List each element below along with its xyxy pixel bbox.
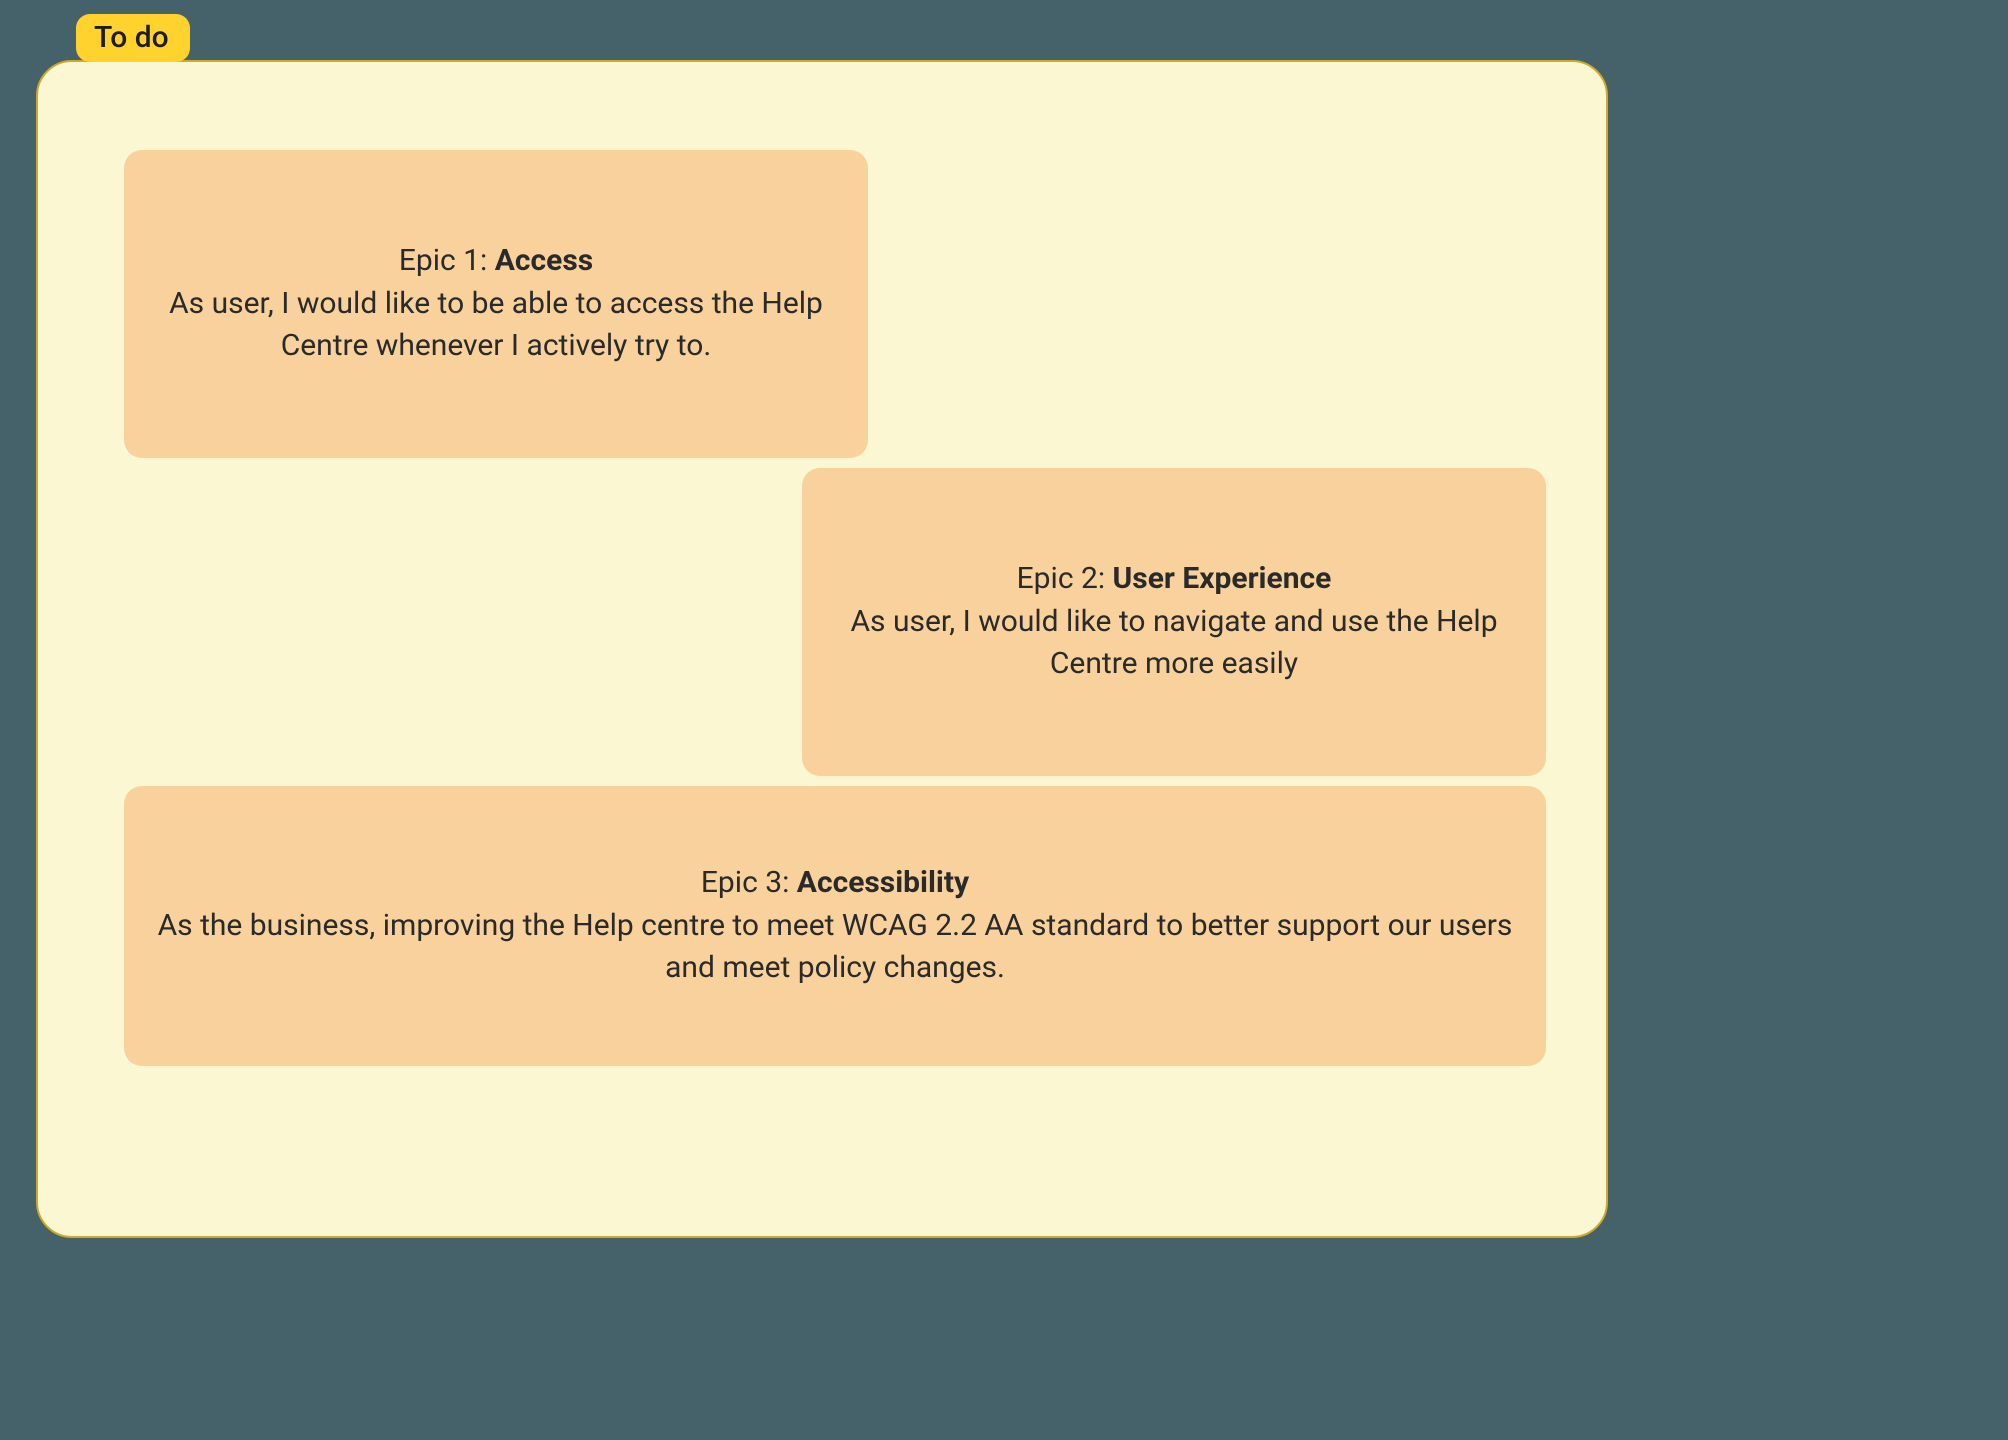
epic-card-2[interactable]: Epic 2: User Experience As user, I would… bbox=[802, 468, 1546, 776]
epic-title-prefix: Epic 1: bbox=[399, 243, 495, 278]
diagram-canvas: To do Epic 1: Access As user, I would li… bbox=[0, 0, 2008, 1440]
board-label: To do bbox=[76, 14, 190, 62]
epic-title: Epic 3: Accessibility bbox=[701, 863, 969, 904]
board-label-text: To do bbox=[94, 23, 169, 53]
epic-card-3[interactable]: Epic 3: Accessibility As the business, i… bbox=[124, 786, 1546, 1066]
epic-title: Epic 2: User Experience bbox=[1017, 559, 1332, 600]
epic-description: As user, I would like to be able to acce… bbox=[154, 283, 838, 367]
epic-title-bold: Accessibility bbox=[797, 865, 969, 900]
epic-title-bold: Access bbox=[495, 243, 593, 278]
epic-title-bold: User Experience bbox=[1113, 561, 1332, 596]
epic-description: As user, I would like to navigate and us… bbox=[832, 601, 1516, 685]
epic-card-1[interactable]: Epic 1: Access As user, I would like to … bbox=[124, 150, 868, 458]
epic-description: As the business, improving the Help cent… bbox=[154, 905, 1516, 989]
epic-title-prefix: Epic 3: bbox=[701, 865, 797, 900]
epic-title-prefix: Epic 2: bbox=[1017, 561, 1113, 596]
epic-title: Epic 1: Access bbox=[399, 241, 593, 282]
